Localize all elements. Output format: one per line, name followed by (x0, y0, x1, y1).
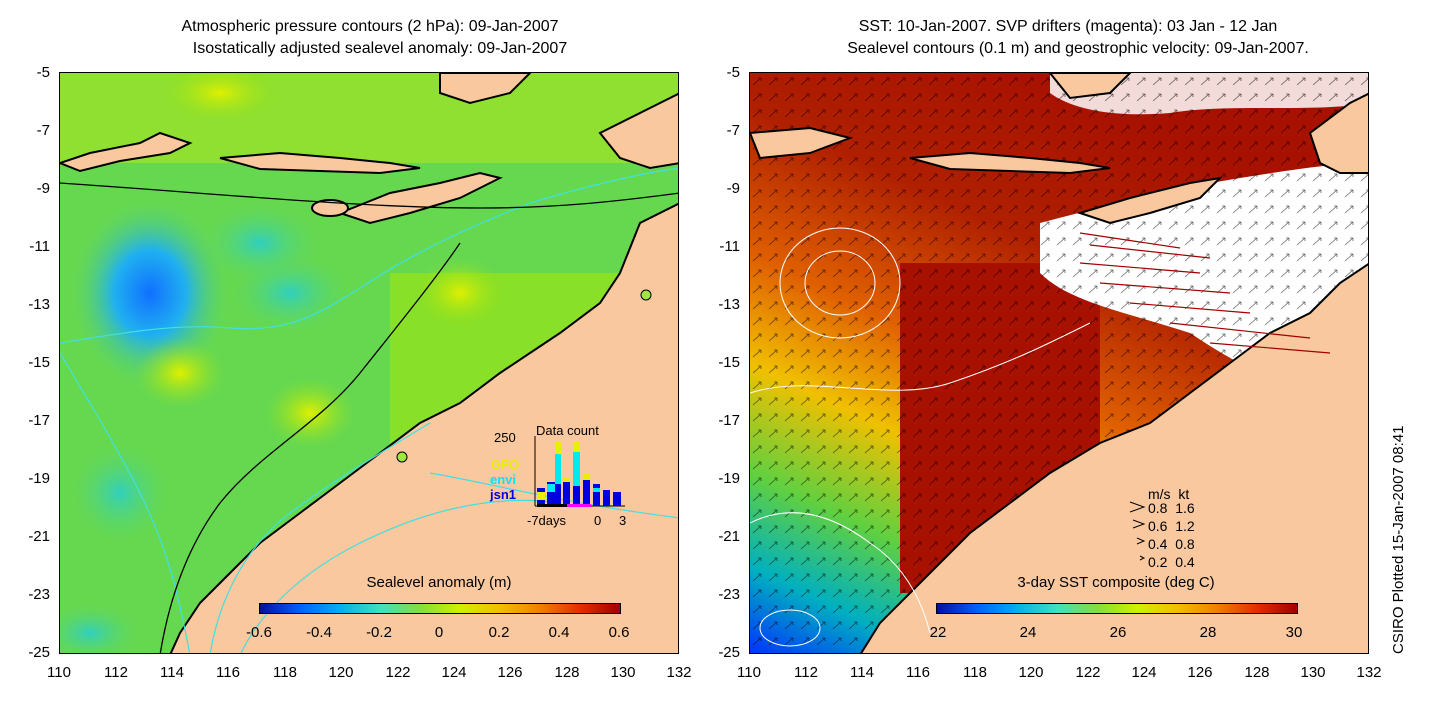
sealevel-colorbar (259, 603, 621, 614)
left-map-lon-tick: 128 (554, 664, 580, 681)
right-map-title-line2: Sealevel contours (0.1 m) and geostrophi… (847, 40, 1309, 57)
plot-credit: CSIRO Plotted 15-Jan-2007 08:41 (1390, 425, 1407, 654)
right-map-title-line1: SST: 10-Jan-2007. SVP drifters (magenta)… (858, 18, 1278, 35)
left-map-lat-tick: -25 (28, 644, 50, 661)
sealevel-anomaly-map (59, 72, 679, 654)
sealevel-colorbar-label: Sealevel anomaly (m) (366, 574, 512, 591)
right-map-lat-tick: -9 (726, 180, 740, 197)
left-map-lon-tick: 124 (441, 664, 467, 681)
sst-map-graphic (750, 73, 1368, 653)
right-map-lat-tick: -21 (718, 528, 740, 545)
right-map-lon-tick: 128 (1244, 664, 1270, 681)
left-map-lat-tick: -19 (28, 470, 50, 487)
sealevel-anomaly-map-graphic (60, 73, 678, 653)
velocity-legend-header-ms: m/s (1148, 486, 1171, 502)
left-map-lon-tick: 126 (497, 664, 523, 681)
sst-colorbar-tick: 22 (929, 624, 947, 641)
data-count-bars (537, 442, 621, 507)
data-count-max-label: 250 (494, 430, 516, 445)
left-map-lat-tick: -9 (36, 180, 50, 197)
velocity-legend-kt: 1.6 (1175, 500, 1195, 516)
left-map-title-line1: Atmospheric pressure contours (2 hPa): 0… (181, 18, 559, 35)
right-map-lat-tick: -17 (718, 412, 740, 429)
right-map-lon-tick: 132 (1356, 664, 1382, 681)
velocity-legend-row: 0.4 0.8 (1148, 536, 1195, 552)
left-map-lat-tick: -21 (28, 528, 50, 545)
right-map-lon-tick: 110 (737, 664, 761, 681)
left-map-title-line2: Isostatically adjusted sealevel anomaly:… (192, 40, 568, 57)
right-map-lat-tick: -7 (726, 122, 740, 139)
mission-jsn1-label: jsn1 (490, 487, 517, 502)
left-map-lon-tick: 122 (385, 664, 411, 681)
sealevel-colorbar-tick: -0.4 (306, 624, 332, 641)
left-map-lat-tick: -11 (29, 238, 50, 255)
right-map-lon-tick: 130 (1300, 664, 1326, 681)
right-map-lat-tick: -13 (718, 296, 740, 313)
right-map-lat-tick: -19 (718, 470, 740, 487)
left-map-lat-tick: -17 (28, 412, 50, 429)
mission-envi-label: envi (490, 472, 517, 487)
left-map-lon-tick: 112 (104, 664, 128, 681)
sealevel-colorbar-tick: 0.2 (488, 624, 510, 641)
right-map-lon-tick: 116 (906, 664, 930, 681)
sst-colorbar (936, 603, 1298, 614)
left-map-lon-tick: 114 (160, 664, 184, 681)
sealevel-colorbar-tick: 0.6 (608, 624, 630, 641)
sst-colorbar-label: 3-day SST composite (deg C) (1017, 574, 1215, 591)
sst-colorbar-tick: 26 (1109, 624, 1127, 641)
velocity-legend-header-kt: kt (1178, 486, 1190, 502)
left-map-lon-tick: 116 (216, 664, 240, 681)
data-count-xlabel-end: 3 (619, 513, 627, 528)
sst-map (749, 72, 1369, 654)
right-map-lat-tick: -11 (719, 238, 740, 255)
sealevel-colorbar-tick: 0 (434, 624, 444, 641)
right-map-lon-tick: 124 (1131, 664, 1157, 681)
sst-colorbar-tick: 30 (1285, 624, 1303, 641)
right-map-lat-tick: -5 (726, 64, 740, 81)
data-count-inset (534, 436, 625, 507)
right-map-lat-tick: -25 (718, 644, 740, 661)
left-map-lon-tick: 118 (273, 664, 297, 681)
velocity-legend-ms: 0.6 (1148, 518, 1168, 534)
data-count-title: Data count (536, 423, 599, 438)
right-map-lat-tick: -15 (718, 354, 740, 371)
left-map-lon-tick: 120 (328, 664, 354, 681)
left-map-lon-tick: 110 (47, 664, 71, 681)
right-map-lat-tick: -23 (718, 586, 740, 603)
sst-colorbar-tick: 28 (1199, 624, 1217, 641)
velocity-legend-kt: 0.8 (1175, 536, 1195, 552)
mission-gfo-label: GFO (491, 457, 520, 472)
velocity-legend-kt: 0.4 (1175, 554, 1195, 570)
velocity-legend-kt: 1.2 (1175, 518, 1195, 534)
left-map-lat-tick: -23 (28, 586, 50, 603)
right-map-lon-tick: 120 (1018, 664, 1044, 681)
left-map-lat-tick: -5 (36, 64, 50, 81)
velocity-legend-ms: 0.4 (1148, 536, 1168, 552)
left-map-lat-tick: -15 (28, 354, 50, 371)
right-map-lon-tick: 126 (1187, 664, 1213, 681)
right-map-lon-tick: 112 (794, 664, 818, 681)
velocity-legend-row: 0.2 0.4 (1148, 554, 1195, 570)
left-map-lon-tick: 130 (610, 664, 636, 681)
velocity-legend-ms: 0.2 (1148, 554, 1168, 570)
sst-colorbar-tick: 24 (1019, 624, 1037, 641)
velocity-legend-row: 0.6 1.2 (1148, 518, 1195, 534)
data-count-xlabel-start: -7days (527, 513, 567, 528)
velocity-legend-arrows (1129, 501, 1146, 561)
velocity-streaks (1079, 232, 1331, 354)
left-map-lat-tick: -13 (28, 296, 50, 313)
right-map-lon-tick: 118 (963, 664, 987, 681)
left-map-lon-tick: 132 (666, 664, 692, 681)
right-map-lon-tick: 122 (1075, 664, 1101, 681)
velocity-legend-ms: 0.8 (1148, 500, 1168, 516)
sealevel-colorbar-tick: -0.2 (366, 624, 392, 641)
sealevel-colorbar-tick: -0.6 (246, 624, 272, 641)
right-map-lon-tick: 114 (850, 664, 874, 681)
left-map-lat-tick: -7 (36, 122, 50, 139)
data-count-xlabel-zero: 0 (594, 513, 602, 528)
sealevel-colorbar-tick: 0.4 (548, 624, 570, 641)
velocity-legend-row: 0.8 1.6 (1148, 500, 1195, 516)
velocity-legend-header: m/s kt (1148, 486, 1189, 502)
